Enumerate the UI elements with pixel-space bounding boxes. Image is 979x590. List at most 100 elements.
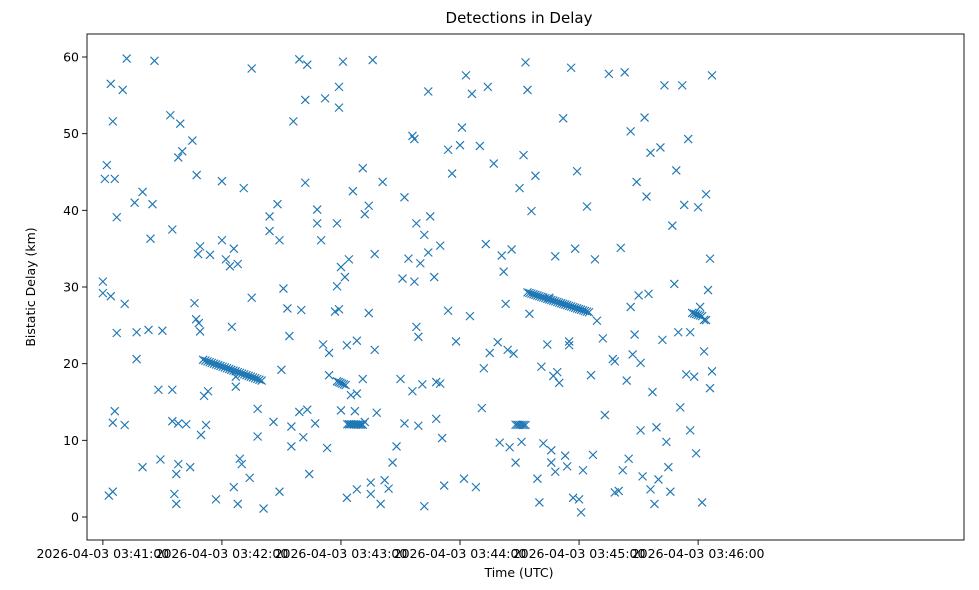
data-point: [632, 177, 642, 187]
data-point: [372, 408, 382, 418]
data-point: [265, 226, 274, 236]
data-point: [378, 177, 388, 187]
data-point: [431, 414, 441, 424]
data-point: [112, 212, 122, 222]
data-point: [467, 89, 477, 99]
data-point: [122, 54, 132, 63]
data-point: [360, 209, 370, 219]
data-point: [564, 337, 574, 346]
data-point: [336, 262, 346, 272]
data-point: [167, 225, 177, 234]
data-point: [610, 356, 620, 366]
data-point: [505, 442, 515, 452]
data-point: [247, 293, 257, 303]
data-point: [130, 198, 140, 208]
data-point: [646, 484, 655, 494]
data-point: [384, 484, 393, 494]
data-point: [282, 304, 292, 313]
data-point: [358, 163, 368, 173]
y-tick-label: 40: [63, 203, 79, 218]
data-point: [376, 499, 386, 509]
data-point: [409, 277, 419, 287]
data-point: [368, 55, 378, 65]
data-point: [475, 141, 485, 151]
plot-frame: [86, 33, 965, 541]
data-point: [439, 481, 449, 490]
data-point: [156, 455, 165, 464]
data-point: [699, 315, 709, 325]
data-point: [534, 498, 544, 507]
data-point: [239, 183, 249, 193]
data-point: [320, 93, 330, 103]
data-point: [108, 116, 118, 126]
data-point: [451, 337, 461, 346]
data-point: [515, 183, 524, 193]
data-point: [661, 437, 671, 447]
data-point: [671, 166, 681, 175]
data-point: [322, 443, 332, 453]
data-point: [400, 419, 409, 428]
data-point: [429, 272, 439, 282]
data-point: [477, 403, 487, 413]
data-point: [324, 370, 334, 380]
data-point: [519, 420, 528, 430]
data-point: [697, 498, 707, 507]
data-point: [348, 186, 358, 196]
data-point: [229, 482, 239, 492]
data-point: [294, 407, 304, 417]
data-point: [461, 70, 471, 80]
data-point: [302, 60, 312, 70]
data-point: [310, 419, 320, 428]
data-point: [253, 432, 263, 441]
data-point: [417, 379, 427, 389]
data-point: [304, 469, 314, 479]
data-point: [196, 430, 206, 440]
data-point: [332, 218, 342, 228]
data-point: [598, 333, 608, 343]
x-tick-label: 2026-04-03 03:43:00: [275, 546, 408, 561]
data-point: [554, 378, 564, 388]
data-point: [552, 367, 562, 377]
data-point: [132, 327, 142, 337]
data-point: [425, 212, 435, 221]
y-tick-label: 20: [63, 356, 79, 371]
data-point: [350, 406, 360, 416]
x-tick-label: 2026-04-03 03:46:00: [632, 546, 765, 561]
data-point: [586, 370, 596, 380]
data-point: [341, 380, 351, 390]
data-point: [227, 322, 237, 332]
data-point: [574, 494, 584, 504]
data-point: [229, 244, 239, 254]
data-point: [411, 218, 421, 228]
data-point: [237, 459, 247, 469]
data-point: [497, 251, 507, 260]
data-point: [689, 372, 699, 382]
marker-layer: [98, 54, 717, 517]
data-point: [413, 332, 423, 342]
data-point: [701, 189, 711, 199]
data-point: [233, 499, 243, 509]
data-point: [546, 458, 556, 467]
data-point: [517, 420, 526, 430]
data-point: [471, 482, 481, 492]
data-point: [177, 146, 187, 156]
data-point: [707, 366, 717, 376]
data-point: [435, 241, 445, 251]
data-point: [681, 369, 691, 379]
data-point: [106, 291, 116, 301]
x-tick-label: 2026-04-03 03:44:00: [394, 546, 527, 561]
data-point: [542, 340, 552, 349]
data-point: [298, 432, 308, 442]
data-point: [194, 318, 204, 328]
data-point: [358, 374, 368, 384]
data-point: [532, 474, 542, 484]
data-point: [413, 421, 423, 431]
data-point: [626, 302, 636, 312]
data-point: [562, 461, 572, 471]
data-point: [620, 67, 630, 77]
data-point: [570, 244, 580, 254]
data-point: [392, 442, 401, 451]
data-point: [352, 336, 362, 346]
data-point: [154, 385, 163, 395]
data-point: [652, 422, 661, 432]
